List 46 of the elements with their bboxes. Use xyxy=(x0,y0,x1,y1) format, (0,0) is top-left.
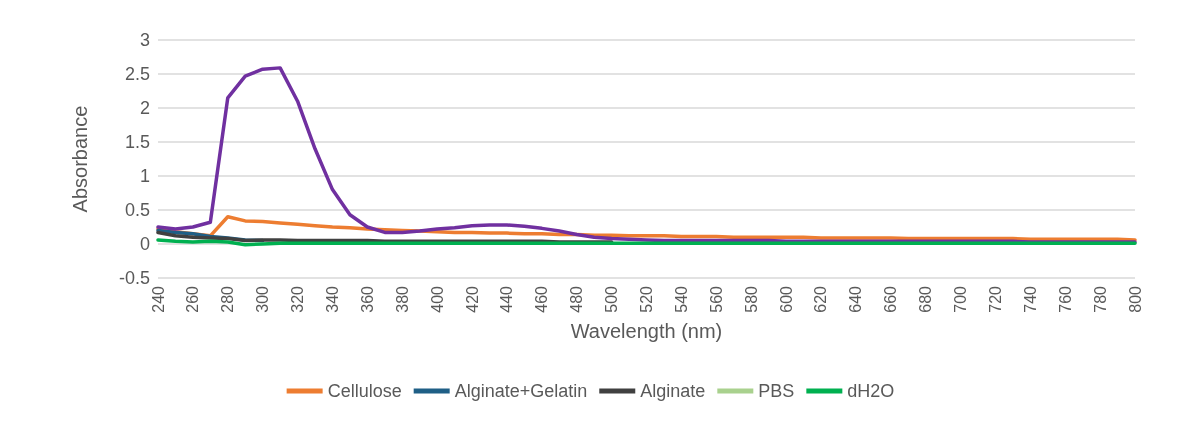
x-tick-label: 720 xyxy=(986,285,1004,313)
x-tick-label: 580 xyxy=(742,285,760,313)
legend-label: Alginate+Gelatin xyxy=(454,381,588,401)
x-tick-label: 480 xyxy=(568,285,586,313)
legend-label: PBS xyxy=(758,381,795,401)
x-tick-label: 760 xyxy=(1056,285,1074,313)
x-tick-label: 400 xyxy=(428,285,446,313)
x-tick-label: 340 xyxy=(323,285,341,313)
x-tick-label: 600 xyxy=(777,285,795,313)
line-series xyxy=(156,66,1137,244)
x-tick-label: 440 xyxy=(498,285,516,313)
x-tick-label: 740 xyxy=(1021,285,1039,313)
y-axis-title: Absorbance xyxy=(69,105,91,213)
x-tick-label: 500 xyxy=(603,285,621,313)
line-series xyxy=(156,230,614,244)
x-tick-label: 460 xyxy=(533,285,551,313)
x-tick-label: 280 xyxy=(219,285,237,313)
x-tick-label: 560 xyxy=(707,285,725,313)
x-tick-label: 260 xyxy=(184,285,202,313)
x-axis-title: Wavelength (nm) xyxy=(570,320,723,342)
legend-label: Cellulose xyxy=(327,381,402,401)
x-tick-label: 300 xyxy=(254,285,272,313)
y-tick-label: 1 xyxy=(139,166,150,186)
x-tick-label: 780 xyxy=(1091,285,1109,313)
x-tick-label: 360 xyxy=(358,285,376,313)
x-tick-label: 640 xyxy=(847,285,865,313)
x-tick-label: 380 xyxy=(393,285,411,313)
y-tick-label: 3 xyxy=(139,30,150,50)
x-tick-label: 420 xyxy=(463,285,481,313)
x-tick-label: 660 xyxy=(882,285,900,313)
y-tick-label: -0.5 xyxy=(118,268,150,288)
y-tick-label: 2.5 xyxy=(124,64,150,84)
x-tick-label: 680 xyxy=(917,285,935,313)
x-tick-label: 700 xyxy=(952,285,970,313)
x-tick-label: 540 xyxy=(672,285,690,313)
x-tick-label: 620 xyxy=(812,285,830,313)
x-tick-label: 800 xyxy=(1126,285,1144,313)
x-tick-label: 520 xyxy=(638,285,655,313)
y-tick-label: 2 xyxy=(139,98,150,118)
y-tick-label: 1.5 xyxy=(124,132,150,152)
y-tick-label: 0 xyxy=(139,234,150,254)
y-tick-label: 0.5 xyxy=(124,200,150,220)
x-tick-label: 240 xyxy=(149,285,167,313)
x-tick-label: 320 xyxy=(289,285,307,313)
legend-label: dH2O xyxy=(847,381,895,401)
legend-label: Alginate xyxy=(640,381,706,401)
